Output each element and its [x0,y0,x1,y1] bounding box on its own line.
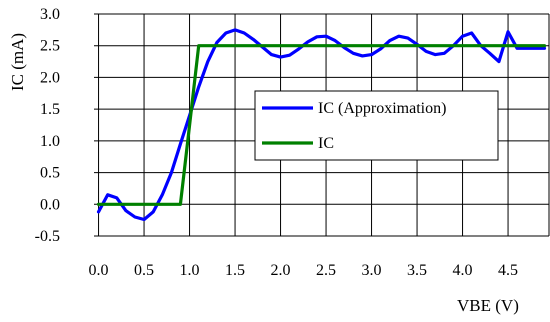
x-tick-label: 0.5 [134,262,154,279]
x-tick-label: 0.0 [89,262,109,279]
series-line-ic [96,44,547,206]
y-tick-label: 0.0 [40,196,60,213]
y-tick-label: 3.0 [40,6,60,23]
y-tick-label: 1.5 [40,101,60,118]
x-tick-label: 2.5 [316,262,336,279]
plot-series [96,28,547,222]
legend-label-ic-approximation: IC (Approximation) [318,100,446,117]
legend: IC (Approximation) IC [254,90,499,161]
legend-box [254,90,499,161]
y-tick-label: 2.5 [40,38,60,55]
x-tick-label: 3.5 [407,262,427,279]
y-axis-label: IC (mA) [8,33,27,91]
x-tick-label: 4.0 [453,262,473,279]
y-tick-label: 0.5 [40,165,60,182]
x-tick-label: 2.0 [271,262,291,279]
x-tick-label: 3.0 [362,262,382,279]
legend-label-ic: IC [318,135,334,152]
y-axis-ticks: 3.0 2.5 2.0 1.5 1.0 0.5 0.0 -0.5 [35,6,60,245]
x-tick-label: 1.0 [180,262,200,279]
series-line-ic-approximation [96,28,547,222]
x-tick-label: 1.5 [225,262,245,279]
x-axis-label: VBE (V) [457,296,519,315]
x-tick-label: 4.5 [498,262,518,279]
y-tick-label: 2.0 [40,69,60,86]
x-axis-ticks: 0.0 0.5 1.0 1.5 2.0 2.5 3.0 3.5 4.0 4.5 [89,262,518,279]
y-tick-label: -0.5 [35,228,60,245]
y-tick-label: 1.0 [40,133,60,150]
